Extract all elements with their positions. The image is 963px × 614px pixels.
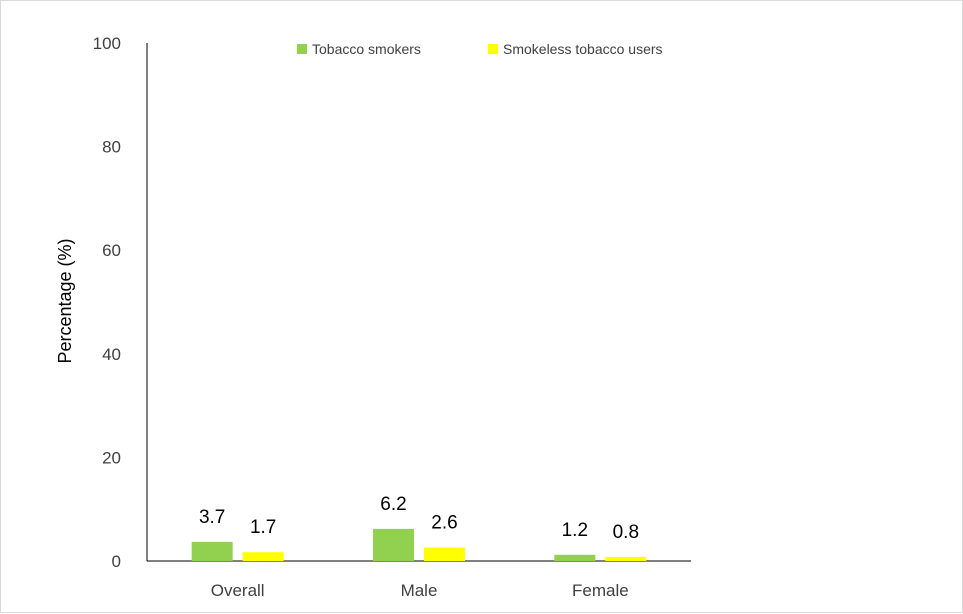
bars	[191, 528, 647, 561]
data-label: 6.2	[380, 494, 406, 515]
bar	[424, 547, 465, 561]
y-tick-label: 40	[102, 345, 121, 364]
bar	[605, 556, 647, 561]
data-labels: 3.7 1.7 6.2 2.6 1.2 0.8	[199, 494, 639, 543]
y-tick-label: 100	[93, 34, 121, 53]
bar	[242, 552, 284, 561]
data-label: 0.8	[613, 522, 639, 543]
data-label: 1.7	[250, 517, 276, 538]
bar	[554, 554, 596, 561]
y-tick-label: 20	[102, 448, 121, 467]
x-tick-label: Male	[401, 581, 438, 600]
bar	[191, 541, 233, 561]
y-tick-label: 80	[102, 138, 121, 157]
x-tick-label: Female	[572, 581, 629, 600]
x-tick-labels: Overall Male Female	[211, 581, 629, 600]
y-tick-label: 60	[102, 241, 121, 260]
legend: Tobacco smokers Smokeless tobacco users	[297, 41, 663, 57]
y-axis-title: Percentage (%)	[55, 238, 75, 363]
axes	[146, 43, 691, 562]
legend-item: Smokeless tobacco users	[488, 41, 663, 57]
data-label: 1.2	[562, 520, 588, 541]
legend-label: Smokeless tobacco users	[503, 41, 663, 57]
x-tick-label: Overall	[211, 581, 265, 600]
legend-item: Tobacco smokers	[297, 41, 421, 57]
y-tick-labels: 0 20 40 60 80 100	[93, 34, 121, 571]
data-label: 2.6	[431, 513, 457, 534]
legend-label: Tobacco smokers	[312, 41, 421, 57]
bar	[373, 528, 414, 561]
legend-swatch	[297, 44, 307, 54]
data-label: 3.7	[199, 507, 225, 528]
legend-swatch	[488, 44, 498, 54]
y-tick-label: 0	[112, 552, 121, 571]
